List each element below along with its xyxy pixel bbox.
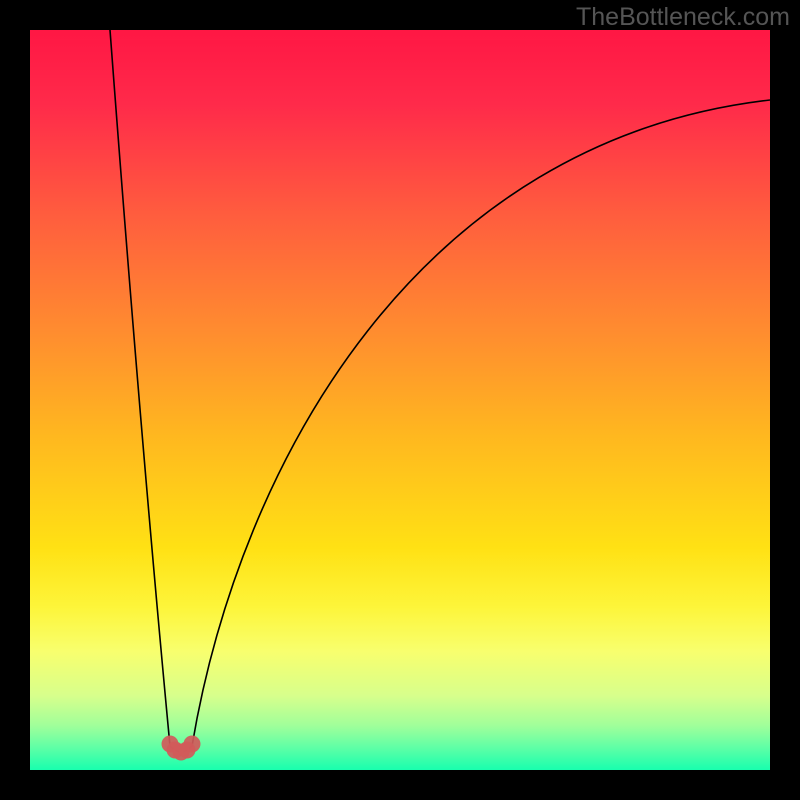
watermark-text: TheBottleneck.com (576, 3, 790, 32)
plot-svg (30, 30, 770, 770)
gradient-background (30, 30, 770, 770)
plot-area (30, 30, 770, 770)
marker-dot (184, 736, 201, 753)
